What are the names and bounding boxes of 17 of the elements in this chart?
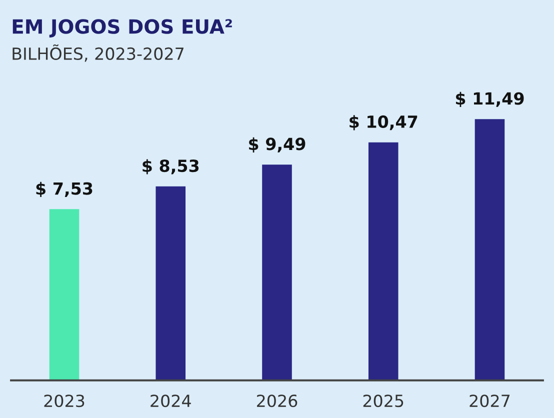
bar [262, 164, 292, 380]
bar [49, 209, 80, 380]
x-tick-label: 2024 [150, 394, 191, 408]
x-tick-label: 2027 [470, 394, 510, 408]
x-tick-label: 2026 [257, 394, 298, 408]
data-label: $ 11,49 [456, 92, 524, 108]
x-tick-label: 2023 [44, 394, 84, 408]
bar [474, 119, 505, 380]
bar [156, 186, 186, 380]
bar [368, 142, 398, 380]
chart-title: EM JOGOS DOS EUA² [12, 19, 232, 38]
chart-subtitle: BILHÕES, 2023-2027 [12, 44, 184, 62]
data-label: $ 7,53 [36, 182, 92, 198]
data-label: $ 9,49 [249, 137, 306, 152]
data-label: $ 8,53 [142, 159, 199, 174]
x-tick-label: 2025 [363, 394, 404, 408]
data-label: $ 10,47 [350, 115, 418, 130]
